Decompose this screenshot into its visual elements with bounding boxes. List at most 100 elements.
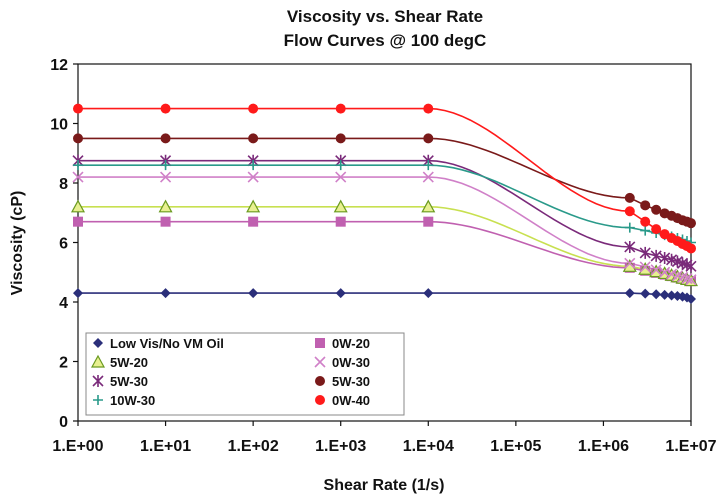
data-point [315,395,325,405]
data-point [333,199,348,213]
legend-label: 5W-30 [110,374,148,389]
data-point [73,288,83,299]
data-point [160,288,171,299]
y-tick-label: 4 [59,295,68,312]
data-point [640,200,651,211]
data-point [423,160,434,171]
x-axis: 1.E+00 1.E+01 1.E+02 1.E+03 1.E+04 1.E+05 1.E+… [52,421,717,455]
data-point [686,294,696,305]
legend-label: 5W-20 [110,355,148,370]
data-point [640,288,651,299]
data-point [624,222,635,233]
legend: Low Vis/No VM Oil 0W-20 5W-20 0W-30 5W-30 5W-… [85,332,405,416]
y-tick-label: 10 [50,117,68,134]
x-axis-label: Shear Rate (1/s) [324,477,445,494]
x-tick-label: 1.E+07 [665,438,716,455]
data-point [624,240,636,253]
data-point [314,356,326,368]
legend-label: Low Vis/No VM Oil [110,336,224,351]
legend-label: 0W-20 [332,336,370,351]
data-point [335,103,346,114]
data-point [335,171,347,183]
data-point [681,272,693,285]
data-point [93,338,103,348]
data-point [423,216,434,227]
chart-subtitle: Flow Curves @ 100 degC [284,31,487,50]
data-point [160,171,172,183]
data-point [160,103,171,114]
data-point [315,376,325,386]
data-point [248,288,259,299]
data-point [423,288,434,299]
data-point [93,395,103,405]
data-point [247,171,259,183]
data-point [73,216,83,227]
data-point [335,216,346,227]
data-point [158,199,173,213]
data-point [160,216,171,227]
data-point [70,199,86,213]
data-point [248,216,259,227]
data-point [90,354,106,368]
x-tick-label: 1.E+05 [490,438,541,455]
data-point [639,246,651,259]
data-point [651,289,662,300]
series-markers [70,103,699,305]
x-tick-label: 1.E+01 [140,438,191,455]
data-point [421,199,436,213]
data-point [335,160,346,171]
data-point [335,288,346,299]
x-tick-label: 1.E+03 [315,438,366,455]
series-line [78,292,692,300]
data-point [651,224,662,235]
data-point [73,103,83,114]
data-point [640,216,651,227]
data-point [73,133,83,144]
chart-title: Viscosity vs. Shear Rate [287,7,483,26]
data-point [624,257,636,269]
data-point [639,261,651,273]
series-line [78,107,692,250]
data-point [315,338,325,348]
data-point [73,160,83,171]
data-point [422,171,434,183]
data-point [624,192,635,203]
data-point [659,251,671,264]
data-point [335,133,346,144]
data-point [624,288,635,299]
y-axis-label: Viscosity (cP) [9,191,26,296]
y-tick-label: 6 [59,236,68,253]
data-point [423,103,434,114]
legend-label: 0W-30 [332,355,370,370]
data-point [685,274,697,286]
data-point [650,249,662,262]
y-tick-label: 2 [59,355,68,372]
data-point [248,160,259,171]
data-point [651,204,662,215]
data-point [659,289,670,300]
data-point [248,133,259,144]
data-point [92,375,104,387]
data-point [624,206,635,217]
data-point [246,199,261,213]
data-point [160,160,171,171]
legend-label: 0W-40 [332,393,370,408]
y-axis: 0 2 4 6 8 10 12 [50,57,78,431]
legend-label: 5W-30 [332,374,370,389]
x-tick-label: 1.E+00 [52,438,103,455]
data-point [686,218,696,229]
y-tick-label: 8 [59,176,68,193]
data-point [160,133,171,144]
data-point [685,260,697,273]
data-point [666,290,677,301]
x-tick-label: 1.E+02 [228,438,279,455]
y-tick-label: 12 [50,57,68,74]
data-point [248,103,259,114]
data-point [640,225,651,236]
data-point [72,171,84,183]
data-point [686,243,696,254]
data-point [650,264,662,276]
data-point [659,266,671,278]
x-tick-label: 1.E+06 [578,438,629,455]
series-line [78,220,692,282]
